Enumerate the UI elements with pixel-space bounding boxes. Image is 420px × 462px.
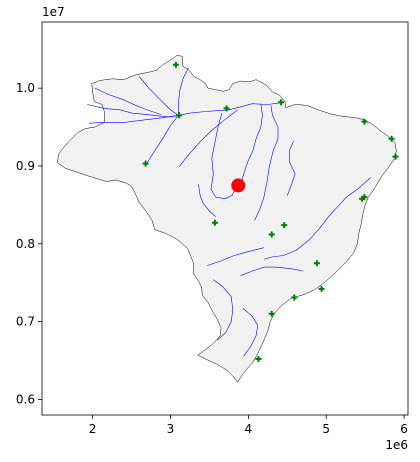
station-marker — [268, 310, 275, 317]
station-marker — [176, 112, 183, 119]
map-layer — [57, 55, 397, 383]
axes-frame — [41, 21, 409, 416]
y-offset-label: 1e7 — [42, 5, 65, 19]
country-shape — [57, 55, 397, 383]
river-line — [178, 109, 238, 167]
x-tick-label: 3 — [167, 422, 175, 436]
markers-layer — [142, 61, 399, 362]
river-line — [254, 105, 279, 221]
station-marker — [142, 160, 149, 167]
river-line — [263, 239, 310, 260]
x-tick-label: 6 — [400, 422, 408, 436]
river-line — [198, 184, 216, 217]
station-marker — [313, 260, 320, 267]
y-tick-label: 0.8 — [16, 237, 35, 251]
station-marker — [388, 135, 395, 142]
station-marker — [268, 231, 275, 238]
x-axis: 2 3 4 5 6 — [89, 415, 408, 436]
river-line — [94, 87, 162, 115]
river-line — [87, 102, 280, 118]
station-marker — [255, 356, 262, 362]
station-marker — [392, 153, 399, 160]
station-marker — [223, 105, 230, 112]
river-line — [213, 279, 234, 341]
station-marker — [361, 194, 368, 201]
river-line — [178, 67, 189, 116]
x-offset-label: 1e6 — [385, 438, 408, 452]
x-tick-label: 5 — [322, 422, 330, 436]
river-line — [146, 115, 179, 164]
station-marker — [211, 219, 218, 226]
river-line — [88, 115, 179, 124]
river-line — [240, 266, 303, 276]
station-marker — [281, 222, 288, 229]
y-axis: 0.6 0.7 0.8 0.9 1.0 — [16, 81, 42, 406]
river-line — [139, 76, 179, 116]
y-tick-label: 0.7 — [16, 315, 35, 329]
river-line — [240, 103, 263, 186]
river-line — [210, 113, 236, 199]
y-tick-label: 1.0 — [16, 81, 35, 95]
highlight-point — [231, 178, 246, 193]
y-tick-label: 0.9 — [16, 159, 35, 173]
x-tick-label: 4 — [245, 422, 253, 436]
station-marker — [291, 294, 298, 301]
station-marker — [318, 285, 325, 292]
station-marker — [361, 118, 368, 125]
river-line — [207, 247, 264, 266]
x-tick-label: 2 — [89, 422, 97, 436]
river-line — [308, 177, 371, 241]
station-marker — [278, 99, 285, 106]
station-marker — [172, 61, 179, 68]
river-line — [287, 140, 296, 196]
river-line — [242, 308, 258, 357]
y-tick-label: 0.6 — [16, 392, 35, 406]
